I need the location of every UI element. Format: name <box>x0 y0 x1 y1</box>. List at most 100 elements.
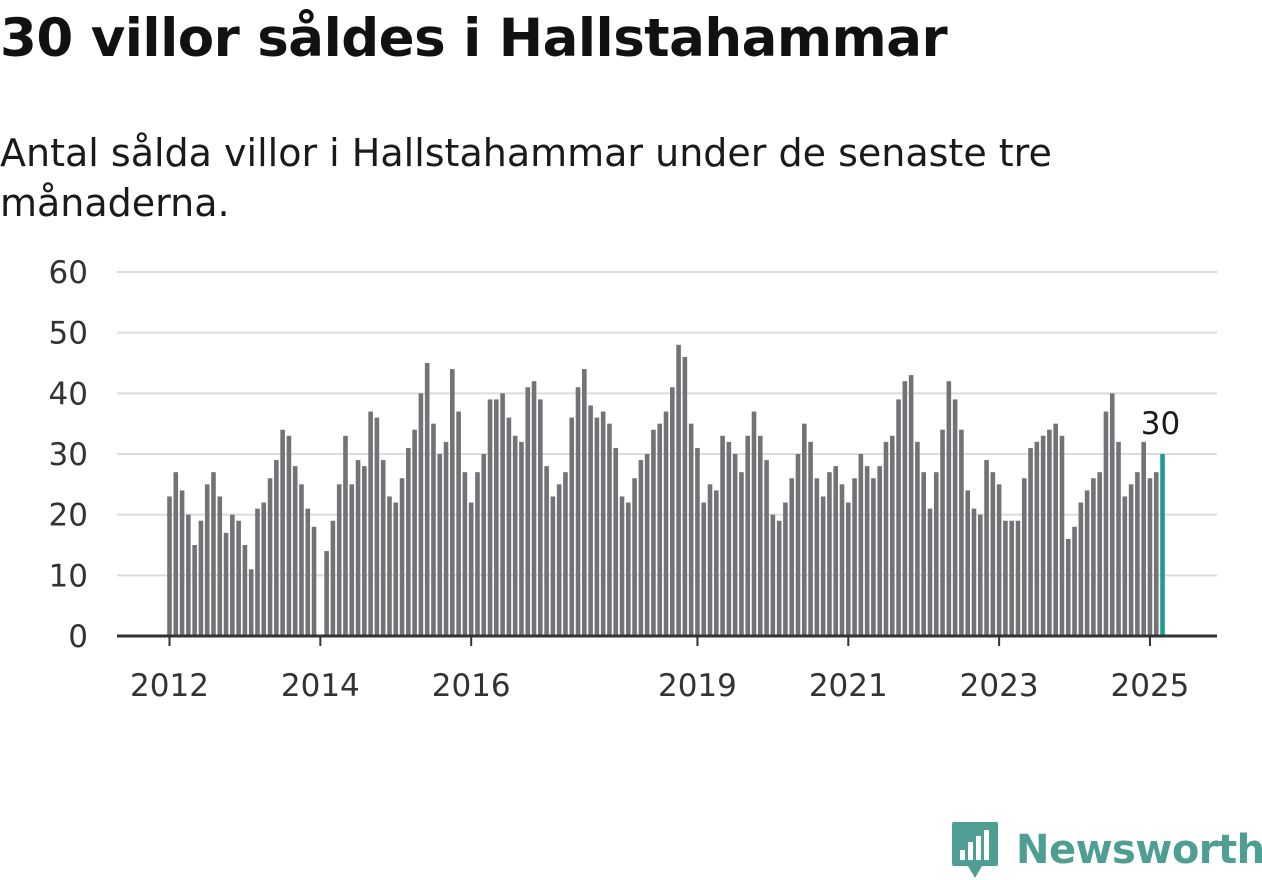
bar <box>871 478 876 636</box>
bar <box>921 472 926 636</box>
bar <box>1047 429 1052 636</box>
bar <box>908 375 914 636</box>
bar <box>896 399 901 636</box>
bar <box>864 466 870 636</box>
bar <box>626 502 631 636</box>
bar <box>292 466 298 636</box>
bar <box>644 454 650 636</box>
bar <box>770 514 776 636</box>
bar <box>173 472 179 636</box>
bar <box>1040 435 1046 636</box>
bar <box>801 423 807 636</box>
bar <box>984 460 989 636</box>
bar <box>494 399 499 636</box>
bar <box>412 429 417 636</box>
bar <box>531 381 537 636</box>
bar <box>525 387 531 636</box>
bar <box>1116 441 1121 636</box>
bar <box>443 441 449 636</box>
bar-highlight <box>1160 454 1165 636</box>
bar <box>990 472 996 636</box>
bar <box>1059 435 1065 636</box>
bar <box>600 411 606 636</box>
bar <box>349 484 355 636</box>
bar <box>418 393 424 636</box>
bar <box>1128 484 1134 636</box>
bar <box>915 441 920 636</box>
bar <box>714 490 719 636</box>
bar <box>751 411 757 636</box>
chart-subtitle: Antal sålda villor i Hallstahammar under… <box>0 131 1052 225</box>
bar <box>783 502 788 636</box>
bar <box>468 502 474 636</box>
bar <box>757 435 763 636</box>
bar <box>380 460 386 636</box>
x-tick-label: 2025 <box>1111 668 1190 704</box>
x-tick-label: 2019 <box>658 668 737 704</box>
y-tick-label: 30 <box>49 437 88 473</box>
bar <box>456 411 461 636</box>
bar <box>833 466 839 636</box>
bar <box>739 472 744 636</box>
bar <box>248 569 254 636</box>
bar <box>399 478 405 636</box>
bars <box>167 344 1165 636</box>
bar <box>1103 411 1109 636</box>
bar <box>789 478 795 636</box>
bar <box>1084 490 1090 636</box>
bar <box>701 502 707 636</box>
bar <box>1147 478 1153 636</box>
bar <box>940 429 945 636</box>
bar <box>393 502 399 636</box>
bar <box>1091 478 1096 636</box>
bar <box>487 399 493 636</box>
bar <box>726 441 732 636</box>
x-axis-ticks: 2012 2014 2016 2019 2021 2023 2025 <box>130 636 1189 704</box>
bar <box>424 363 430 636</box>
bar <box>299 484 304 636</box>
bar <box>638 460 644 636</box>
bar <box>651 429 656 636</box>
bar <box>682 356 688 636</box>
bar <box>720 435 725 636</box>
bar <box>996 484 1002 636</box>
bar <box>808 441 813 636</box>
bar <box>663 411 669 636</box>
bar <box>959 429 964 636</box>
bar <box>632 478 637 636</box>
bar <box>179 490 185 636</box>
x-tick-label: 2014 <box>281 668 360 704</box>
bar <box>336 484 342 636</box>
bar <box>933 472 939 636</box>
bar <box>186 514 191 636</box>
bar <box>569 417 575 636</box>
bar <box>368 411 373 636</box>
bar <box>267 478 273 636</box>
bar <box>255 508 260 636</box>
bar <box>902 381 908 636</box>
bar <box>745 435 751 636</box>
bar <box>977 514 983 636</box>
bar <box>839 484 845 636</box>
y-tick-label: 0 <box>68 619 88 655</box>
bar <box>1053 423 1058 636</box>
bar <box>1122 496 1128 636</box>
bar <box>362 466 367 636</box>
bar <box>707 484 713 636</box>
bar <box>619 496 625 636</box>
bar <box>670 387 675 636</box>
bar <box>776 520 782 636</box>
bar <box>1078 502 1084 636</box>
bar <box>820 496 826 636</box>
bar <box>1072 526 1077 636</box>
bar <box>582 369 587 636</box>
x-tick-label: 2012 <box>130 668 209 704</box>
bar <box>550 496 556 636</box>
bar <box>280 429 285 636</box>
bar <box>261 502 267 636</box>
chart-title: 30 villor såldes i Hallstahammar <box>0 8 948 69</box>
bar <box>1109 393 1115 636</box>
bar <box>198 520 204 636</box>
bar <box>311 526 317 636</box>
